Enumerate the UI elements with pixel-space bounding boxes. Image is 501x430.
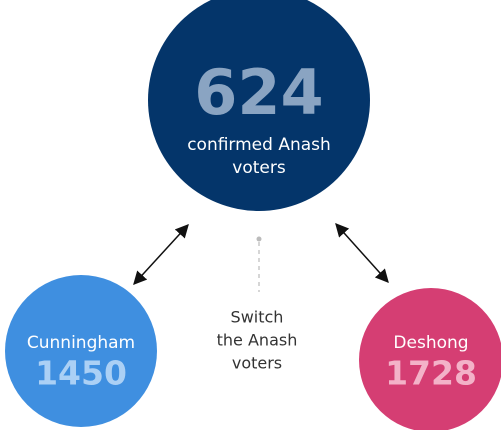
center-label: confirmed Anash bbox=[187, 135, 331, 155]
node-label: Deshong bbox=[393, 333, 468, 353]
note: the Anash bbox=[217, 331, 298, 350]
center-circle bbox=[148, 0, 370, 211]
connector-dot bbox=[256, 236, 262, 242]
node-value: 1728 bbox=[385, 354, 477, 393]
right-circle bbox=[359, 288, 501, 430]
center-label: voters bbox=[232, 158, 286, 178]
note: voters bbox=[232, 354, 282, 373]
arrow bbox=[335, 222, 389, 284]
arrow bbox=[133, 224, 189, 285]
note: Switch bbox=[231, 308, 284, 327]
center-value: 624 bbox=[194, 56, 323, 129]
node-value: 1450 bbox=[35, 354, 127, 393]
left-circle bbox=[5, 275, 157, 427]
node-label: Cunningham bbox=[27, 333, 135, 353]
